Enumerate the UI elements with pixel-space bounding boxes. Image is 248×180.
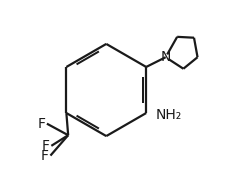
Text: F: F (37, 117, 45, 131)
Text: N: N (160, 50, 171, 64)
Text: NH₂: NH₂ (156, 108, 182, 122)
Text: F: F (41, 148, 49, 163)
Text: F: F (42, 139, 50, 153)
